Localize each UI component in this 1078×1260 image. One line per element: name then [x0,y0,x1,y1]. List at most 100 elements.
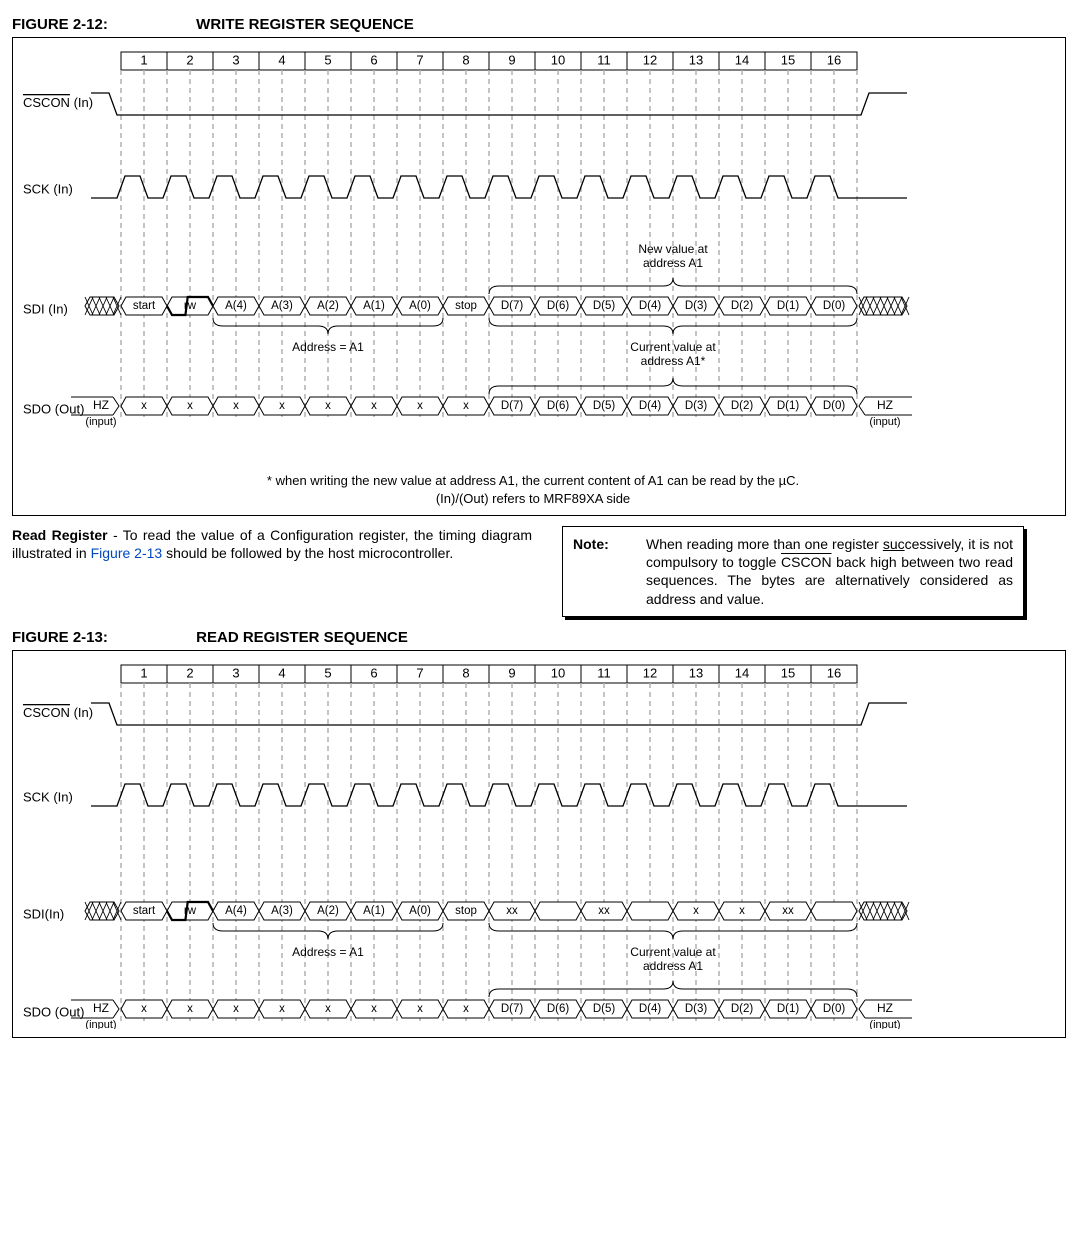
svg-text:12: 12 [643,52,657,67]
svg-text:D(4): D(4) [639,1003,662,1015]
figure-number: FIGURE 2-12: [12,16,192,33]
svg-text:SDO (Out): SDO (Out) [23,401,84,416]
svg-text:(input): (input) [869,416,900,428]
svg-text:D(5): D(5) [593,1003,616,1015]
svg-text:8: 8 [462,52,469,67]
svg-text:x: x [371,400,377,412]
svg-text:x: x [325,1003,331,1015]
svg-text:13: 13 [689,52,703,67]
svg-text:D(0): D(0) [823,400,846,412]
svg-text:D(2): D(2) [731,300,754,312]
svg-text:7: 7 [416,52,423,67]
svg-text:x: x [693,905,699,917]
svg-text:A(4): A(4) [225,300,247,312]
svg-text:SCK (In): SCK (In) [23,789,73,804]
svg-text:xx: xx [782,905,794,917]
svg-text:1: 1 [140,665,147,680]
svg-text:x: x [141,400,147,412]
figure-2-13-box: 12345678910111213141516CSCON (In)SCK (In… [12,650,1066,1038]
svg-text:D(6): D(6) [547,300,570,312]
svg-text:stop: stop [455,300,477,312]
svg-text:address A1*: address A1* [641,354,706,368]
svg-text:D(1): D(1) [777,1003,800,1015]
svg-text:x: x [739,905,745,917]
svg-text:4: 4 [278,52,285,67]
svg-text:16: 16 [827,52,841,67]
svg-text:x: x [417,1003,423,1015]
svg-text:x: x [187,1003,193,1015]
svg-text:10: 10 [551,52,565,67]
svg-text:5: 5 [324,52,331,67]
svg-text:13: 13 [689,665,703,680]
svg-text:rw: rw [184,905,197,917]
svg-text:HZ: HZ [877,398,893,412]
svg-text:(input): (input) [85,1019,116,1029]
svg-text:D(3): D(3) [685,1003,708,1015]
svg-text:A(3): A(3) [271,905,293,917]
svg-text:x: x [463,400,469,412]
svg-text:9: 9 [508,52,515,67]
svg-text:14: 14 [735,52,749,67]
svg-text:D(4): D(4) [639,400,662,412]
svg-text:x: x [417,400,423,412]
svg-text:A(2): A(2) [317,300,339,312]
svg-text:start: start [133,300,156,312]
svg-text:xx: xx [506,905,518,917]
figure-number: FIGURE 2-13: [12,629,192,646]
svg-text:11: 11 [597,52,611,67]
svg-text:D(1): D(1) [777,300,800,312]
svg-text:D(0): D(0) [823,1003,846,1015]
svg-text:D(7): D(7) [501,300,524,312]
svg-text:SDO (Out): SDO (Out) [23,1004,84,1019]
svg-text:x: x [463,1003,469,1015]
svg-text:A(0): A(0) [409,905,431,917]
svg-text:xx: xx [598,905,610,917]
svg-text:D(1): D(1) [777,400,800,412]
svg-text:x: x [279,400,285,412]
svg-text:D(6): D(6) [547,1003,570,1015]
svg-text:HZ: HZ [93,1001,109,1015]
svg-text:x: x [233,1003,239,1015]
svg-text:6: 6 [370,52,377,67]
svg-text:3: 3 [232,665,239,680]
svg-text:A(2): A(2) [317,905,339,917]
svg-text:x: x [233,400,239,412]
svg-text:9: 9 [508,665,515,680]
svg-text:start: start [133,905,156,917]
svg-text:D(2): D(2) [731,1003,754,1015]
svg-text:x: x [187,400,193,412]
svg-text:15: 15 [781,665,795,680]
figure-heading: FIGURE 2-12: WRITE REGISTER SEQUENCE [12,16,1066,33]
svg-text:rw: rw [184,300,197,312]
figure-link[interactable]: Figure 2-13 [91,545,163,561]
figure-title: WRITE REGISTER SEQUENCE [196,16,414,33]
svg-text:x: x [141,1003,147,1015]
svg-text:(input): (input) [869,1019,900,1029]
svg-text:D(5): D(5) [593,300,616,312]
svg-text:SDI (In): SDI (In) [23,301,68,316]
svg-text:SCK (In): SCK (In) [23,181,73,196]
svg-text:5: 5 [324,665,331,680]
svg-text:address A1: address A1 [643,256,703,270]
svg-text:12: 12 [643,665,657,680]
svg-text:A(3): A(3) [271,300,293,312]
svg-text:D(6): D(6) [547,400,570,412]
svg-text:Address = A1: Address = A1 [292,340,364,354]
note-box: Note: When reading more than one registe… [562,526,1024,617]
svg-text:7: 7 [416,665,423,680]
svg-text:HZ: HZ [877,1001,893,1015]
svg-text:x: x [371,1003,377,1015]
svg-text:6: 6 [370,665,377,680]
svg-text:x: x [325,400,331,412]
svg-text:D(5): D(5) [593,400,616,412]
figure-2-12-footnote: * when writing the new value at address … [21,472,1045,507]
svg-text:10: 10 [551,665,565,680]
svg-text:CSCON (In): CSCON (In) [23,705,93,720]
svg-text:11: 11 [597,665,611,680]
svg-text:Address = A1: Address = A1 [292,945,364,959]
svg-text:D(4): D(4) [639,300,662,312]
svg-text:D(0): D(0) [823,300,846,312]
svg-text:A(4): A(4) [225,905,247,917]
figure-title: READ REGISTER SEQUENCE [196,629,408,646]
svg-text:14: 14 [735,665,749,680]
